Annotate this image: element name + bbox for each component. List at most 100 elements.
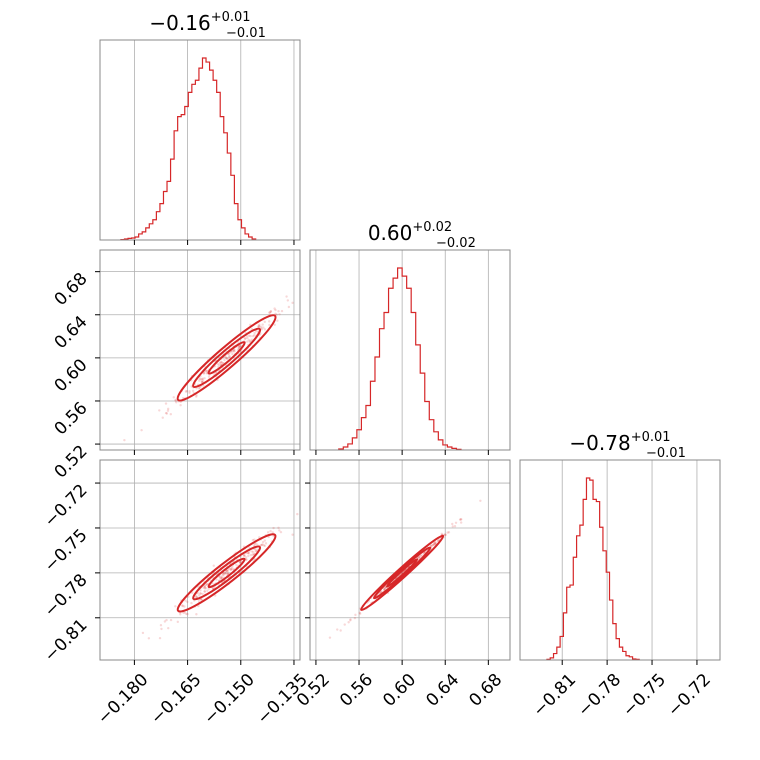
scatter-p1-p2-point: [224, 356, 228, 359]
scatter-p1-p3-point: [249, 554, 253, 557]
scatter-p1-p3-point: [263, 539, 267, 542]
scatter-p2-p3-point: [417, 556, 420, 559]
scatter-p1-p2-point: [238, 345, 241, 348]
scatter-p1-p2-point: [269, 310, 273, 313]
scatter-p1-p3-point: [159, 624, 163, 627]
scatter-p1-p2-point: [278, 313, 281, 316]
scatter-p1-p3-point: [226, 571, 229, 575]
scatter-p1-p3-point: [230, 567, 233, 570]
scatter-p1-p3-point: [261, 540, 265, 544]
scatter-p1-p3-point: [220, 576, 224, 579]
scatter-p1-p3-point: [202, 586, 205, 589]
scatter-p1-p3-point: [191, 591, 194, 595]
hist-panel-1-title: −0.16+0.01: [149, 10, 250, 35]
scatter-p1-p2-point: [287, 305, 291, 309]
scatter-p1-p3-point: [167, 626, 170, 630]
scatter-p1-p3-point: [204, 586, 208, 590]
scatter-p1-p3-point: [203, 590, 207, 593]
scatter-p1-p3-ytick-label-3: −0.72: [41, 480, 92, 531]
scatter-p1-p3-point: [253, 543, 256, 546]
scatter-p2-p3-point: [419, 555, 422, 558]
scatter-p1-p2-point: [273, 323, 276, 326]
scatter-p1-p2-point: [197, 387, 201, 390]
scatter-p1-p3-point: [184, 599, 187, 602]
scatter-p2-p3-point: [434, 541, 437, 544]
scatter-p1-p3-point: [205, 583, 208, 586]
scatter-p1-p3-point: [219, 575, 223, 579]
scatter-p2-p3-contour-2: [373, 546, 432, 600]
scatter-p1-p3-point: [182, 611, 185, 614]
hist-panel-2-histogram: [338, 267, 462, 450]
scatter-p1-p3-point: [206, 589, 209, 592]
scatter-p1-p3-point: [222, 573, 225, 576]
scatter-p1-p2-point: [275, 313, 278, 316]
scatter-p1-p3-point: [201, 592, 204, 596]
scatter-p1-p3-xtick-label-0: −0.180: [94, 670, 153, 729]
scatter-p1-p3-point: [215, 578, 218, 581]
hist-panel-2-title-minus: −0.02: [436, 236, 476, 251]
scatter-p1-p2-point: [237, 346, 241, 349]
scatter-p1-p3-point: [296, 512, 299, 516]
scatter-p2-p3-point: [446, 531, 449, 534]
scatter-p1-p2-point: [218, 361, 222, 365]
scatter-p1-p2-point: [195, 395, 198, 398]
scatter-p1-p3-point: [200, 598, 204, 601]
scatter-p2-p3-point: [339, 629, 342, 632]
scatter-p1-p2-point: [247, 334, 251, 338]
scatter-p1-p3-point: [266, 531, 270, 534]
scatter-p1-p3-xtick-label-2: −0.150: [200, 670, 259, 729]
scatter-p1-p2-point: [280, 309, 284, 313]
hist-panel-3-xtick-label-3: −0.72: [664, 670, 715, 721]
scatter-p2-p3-points: [328, 499, 482, 639]
scatter-p1-p2-point: [245, 334, 249, 338]
scatter-p1-p2-point: [249, 339, 252, 343]
scatter-p1-p2-point: [228, 355, 231, 358]
scatter-p1-p3-point: [183, 605, 186, 608]
hist-panel-2-title: 0.60+0.02: [368, 220, 452, 245]
hist-panel-1-title-minus: −0.01: [226, 26, 266, 41]
scatter-p1-p2-point: [140, 428, 143, 432]
scatter-p1-p3-point: [243, 554, 246, 558]
scatter-p1-p2-point: [238, 345, 241, 348]
scatter-p1-p3-point: [174, 605, 177, 608]
scatter-p1-p2-point: [202, 371, 206, 375]
scatter-p1-p3-point: [247, 552, 251, 555]
scatter-p1-p2-ytick-label-4: 0.68: [51, 269, 92, 310]
scatter-p1-p3-ytick-label-1: −0.78: [41, 570, 92, 621]
scatter-p1-p2-point: [255, 329, 258, 333]
hist-panel-3-frame: [519, 459, 721, 661]
scatter-p1-p2-point: [291, 301, 294, 305]
scatter-p2-p3-xtick-label-1: 0.56: [336, 670, 377, 711]
scatter-p2-p3-point: [447, 531, 451, 534]
scatter-p1-p2-point: [250, 338, 254, 341]
scatter-p1-p3-point: [277, 526, 280, 530]
scatter-p1-p3-point: [231, 565, 234, 569]
scatter-p1-p2-point: [307, 288, 309, 290]
scatter-p1-p3-point: [195, 613, 198, 616]
scatter-p2-p3-frame: [309, 459, 511, 661]
scatter-p1-p2-ytick-label-2: 0.60: [51, 355, 92, 396]
scatter-p2-p3-point: [434, 542, 437, 545]
scatter-p1-p3-point: [181, 604, 184, 608]
scatter-p1-p3-point: [271, 531, 274, 534]
scatter-p2-p3-point: [328, 636, 332, 639]
scatter-p2-p3-xtick-label-3: 0.64: [422, 670, 463, 711]
scatter-p1-p3-point: [251, 553, 254, 556]
scatter-p2-p3-point: [433, 542, 437, 546]
scatter-p1-p3-point: [262, 544, 266, 547]
scatter-p1-p3-point: [254, 548, 257, 551]
scatter-p1-p2-point: [268, 311, 271, 314]
scatter-p1-p3-point: [141, 631, 145, 635]
scatter-p1-p3-point: [220, 577, 224, 580]
scatter-p2-p3-xtick-label-2: 0.60: [379, 670, 420, 711]
scatter-p2-p3-point: [459, 521, 463, 524]
scatter-p1-p2-ytick-label-3: 0.64: [51, 312, 92, 353]
scatter-p1-p3-point: [229, 568, 233, 572]
scatter-p1-p2-point: [205, 372, 208, 375]
scatter-p2-p3-point: [383, 587, 386, 591]
scatter-p2-p3-point: [454, 521, 458, 524]
scatter-p1-p2-contour-3: [176, 314, 277, 402]
scatter-p1-p3-point: [158, 636, 162, 640]
